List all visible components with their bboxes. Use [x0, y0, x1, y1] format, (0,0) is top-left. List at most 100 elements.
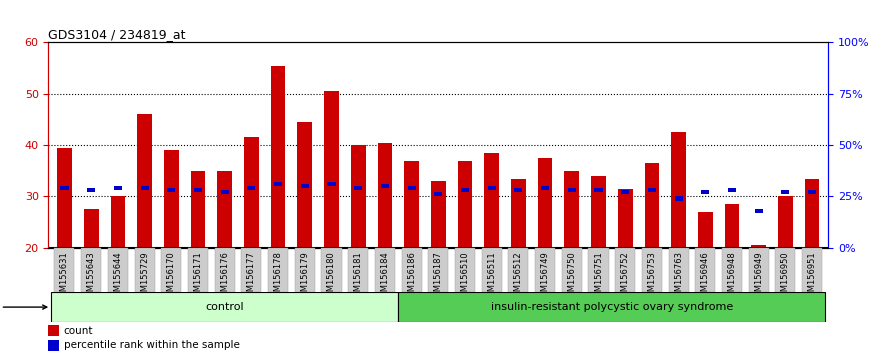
Bar: [110, 196, 125, 248]
Text: GSM156171: GSM156171: [194, 251, 203, 302]
FancyBboxPatch shape: [268, 248, 288, 292]
Bar: [248, 186, 255, 190]
Text: percentile rank within the sample: percentile rank within the sample: [63, 341, 240, 350]
Bar: [167, 188, 175, 192]
FancyBboxPatch shape: [455, 248, 475, 292]
Bar: [457, 161, 472, 248]
FancyBboxPatch shape: [589, 248, 609, 292]
Bar: [408, 186, 416, 190]
Bar: [671, 132, 686, 248]
Bar: [515, 188, 522, 192]
Bar: [565, 171, 579, 248]
FancyBboxPatch shape: [161, 248, 181, 292]
Bar: [298, 122, 312, 248]
FancyBboxPatch shape: [188, 248, 208, 292]
Bar: [461, 188, 469, 192]
Bar: [114, 186, 122, 190]
FancyBboxPatch shape: [482, 248, 501, 292]
FancyBboxPatch shape: [615, 248, 635, 292]
Text: GSM156946: GSM156946: [700, 251, 710, 302]
FancyBboxPatch shape: [535, 248, 555, 292]
Text: GSM156753: GSM156753: [648, 251, 656, 302]
Text: GSM155644: GSM155644: [114, 251, 122, 302]
Bar: [244, 137, 259, 248]
Text: GSM156749: GSM156749: [541, 251, 550, 302]
FancyBboxPatch shape: [669, 248, 689, 292]
Text: GSM156181: GSM156181: [353, 251, 363, 302]
Text: GSM156186: GSM156186: [407, 251, 416, 302]
Text: GSM156751: GSM156751: [594, 251, 603, 302]
Bar: [194, 188, 202, 192]
Bar: [328, 182, 336, 186]
FancyBboxPatch shape: [722, 248, 742, 292]
FancyBboxPatch shape: [51, 292, 398, 322]
FancyBboxPatch shape: [398, 292, 825, 322]
Bar: [488, 186, 496, 190]
Bar: [595, 188, 603, 192]
Bar: [485, 153, 499, 248]
Bar: [804, 178, 819, 248]
Bar: [725, 204, 739, 248]
Text: GSM156948: GSM156948: [728, 251, 737, 302]
Bar: [300, 184, 309, 188]
Bar: [87, 188, 95, 192]
FancyBboxPatch shape: [508, 248, 529, 292]
FancyBboxPatch shape: [402, 248, 422, 292]
Text: disease state: disease state: [0, 302, 47, 312]
Text: insulin-resistant polycystic ovary syndrome: insulin-resistant polycystic ovary syndr…: [491, 302, 733, 312]
Text: GSM156178: GSM156178: [274, 251, 283, 302]
Bar: [511, 178, 526, 248]
Bar: [698, 212, 713, 248]
FancyBboxPatch shape: [322, 248, 342, 292]
Bar: [48, 325, 60, 336]
Bar: [701, 190, 709, 194]
Bar: [324, 91, 339, 248]
Bar: [84, 209, 99, 248]
FancyBboxPatch shape: [348, 248, 368, 292]
Text: GSM156750: GSM156750: [567, 251, 576, 302]
FancyBboxPatch shape: [775, 248, 796, 292]
Bar: [164, 150, 179, 248]
Bar: [190, 171, 205, 248]
Bar: [751, 245, 766, 248]
Text: GSM156177: GSM156177: [247, 251, 255, 302]
FancyBboxPatch shape: [81, 248, 101, 292]
Bar: [728, 188, 736, 192]
FancyBboxPatch shape: [642, 248, 662, 292]
Bar: [220, 190, 229, 194]
Bar: [270, 65, 285, 248]
Text: GSM156763: GSM156763: [674, 251, 683, 302]
FancyBboxPatch shape: [375, 248, 395, 292]
Text: GSM156949: GSM156949: [754, 251, 763, 302]
FancyBboxPatch shape: [241, 248, 262, 292]
Bar: [431, 181, 446, 248]
Bar: [434, 192, 442, 196]
Bar: [621, 190, 629, 194]
Bar: [274, 182, 282, 186]
FancyBboxPatch shape: [295, 248, 315, 292]
Bar: [808, 190, 816, 194]
Text: GSM156512: GSM156512: [514, 251, 523, 302]
FancyBboxPatch shape: [55, 248, 75, 292]
Bar: [61, 186, 69, 190]
Text: GSM155631: GSM155631: [60, 251, 69, 302]
FancyBboxPatch shape: [562, 248, 581, 292]
Bar: [404, 161, 419, 248]
Text: GSM156951: GSM156951: [808, 251, 817, 302]
Bar: [381, 184, 389, 188]
FancyBboxPatch shape: [749, 248, 769, 292]
Bar: [537, 158, 552, 248]
FancyBboxPatch shape: [802, 248, 822, 292]
Text: GSM156170: GSM156170: [167, 251, 176, 302]
Text: GSM156752: GSM156752: [621, 251, 630, 302]
Text: GSM156950: GSM156950: [781, 251, 790, 302]
Text: GSM156180: GSM156180: [327, 251, 336, 302]
Text: GSM156511: GSM156511: [487, 251, 496, 302]
Bar: [567, 188, 576, 192]
Bar: [645, 163, 659, 248]
Text: count: count: [63, 326, 93, 336]
FancyBboxPatch shape: [107, 248, 128, 292]
Bar: [648, 188, 656, 192]
Text: GDS3104 / 234819_at: GDS3104 / 234819_at: [48, 28, 186, 41]
Bar: [141, 186, 149, 190]
